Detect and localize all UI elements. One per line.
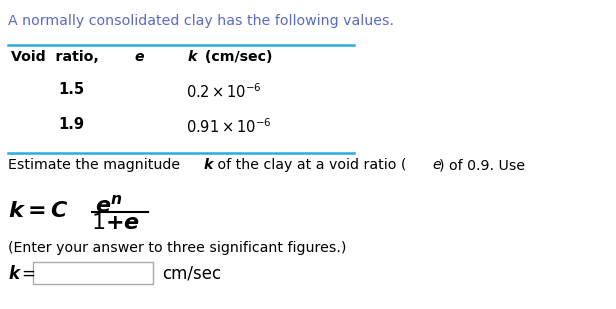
Text: of the clay at a void ratio (: of the clay at a void ratio ( bbox=[213, 158, 407, 172]
Text: (Enter your answer to three significant figures.): (Enter your answer to three significant … bbox=[8, 241, 346, 255]
Text: Estimate the magnitude: Estimate the magnitude bbox=[8, 158, 185, 172]
Text: $0.91 \times 10^{-6}$: $0.91 \times 10^{-6}$ bbox=[186, 117, 272, 136]
Text: k: k bbox=[188, 50, 197, 64]
Text: Void  ratio,: Void ratio, bbox=[11, 50, 104, 64]
Text: $\bfit{k}$: $\bfit{k}$ bbox=[8, 265, 22, 283]
Text: 1.5: 1.5 bbox=[59, 82, 84, 97]
Text: e: e bbox=[134, 50, 144, 64]
Text: e: e bbox=[432, 158, 441, 172]
Text: k: k bbox=[203, 158, 213, 172]
Text: =: = bbox=[21, 265, 35, 283]
FancyBboxPatch shape bbox=[33, 262, 153, 284]
Text: 1.9: 1.9 bbox=[59, 117, 84, 133]
Text: cm/sec: cm/sec bbox=[162, 265, 221, 283]
Text: $\bfit{e}^{\bfit{n}}$: $\bfit{e}^{\bfit{n}}$ bbox=[95, 194, 123, 216]
Text: $\bfit{k} = \bfit{C}$: $\bfit{k} = \bfit{C}$ bbox=[8, 201, 68, 221]
Text: $0.2 \times 10^{-6}$: $0.2 \times 10^{-6}$ bbox=[186, 82, 262, 101]
Text: A normally consolidated clay has the following values.: A normally consolidated clay has the fol… bbox=[8, 14, 394, 28]
Text: ) of 0.9. Use: ) of 0.9. Use bbox=[439, 158, 525, 172]
Text: (cm/sec): (cm/sec) bbox=[200, 50, 273, 64]
Text: $1\mathbf{+}\bfit{e}$: $1\mathbf{+}\bfit{e}$ bbox=[91, 213, 140, 233]
